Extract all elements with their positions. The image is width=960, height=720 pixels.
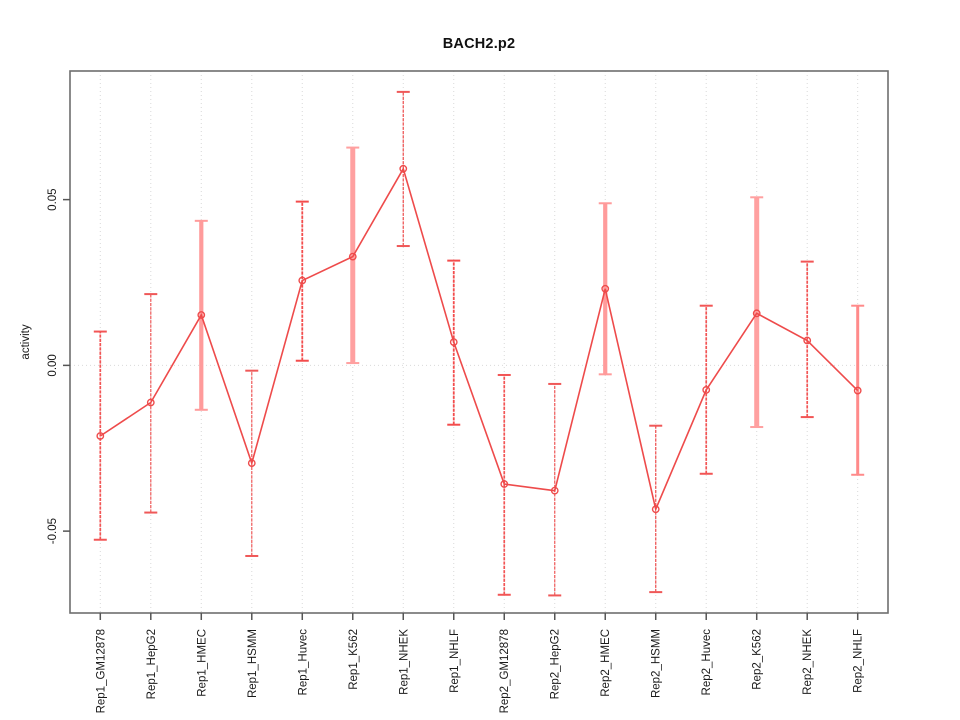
data-point [197, 311, 206, 319]
x-tick-label: Rep2_Huvec [701, 629, 713, 696]
x-tick-label: Rep1_HMEC [196, 629, 208, 697]
x-tick-label: Rep1_GM12878 [95, 629, 107, 713]
x-tick-label: Rep1_Huvec [297, 629, 309, 696]
data-point [752, 309, 761, 318]
data-point [651, 505, 660, 514]
series-line [99, 166, 859, 512]
x-tick-label: Rep1_NHLF [449, 629, 461, 693]
data-point [399, 164, 408, 173]
x-tick-label: Rep2_K562 [752, 629, 764, 690]
x-tick-label: Rep1_HepG2 [146, 629, 158, 699]
y-tick-label: 0.00 [47, 354, 59, 376]
data-point [550, 486, 559, 495]
x-tick-label: Rep2_NHLF [853, 629, 865, 693]
data-point [803, 336, 812, 345]
x-tick-label: Rep2_HepG2 [550, 629, 562, 699]
y-tick-label: 0.05 [47, 188, 59, 210]
data-point [348, 252, 357, 261]
data-point [146, 398, 155, 407]
data-point [449, 338, 458, 347]
x-tick-label: Rep2_NHEK [802, 629, 814, 695]
x-tick-label: Rep1_NHEK [398, 629, 410, 695]
x-tick-label: Rep2_HMEC [600, 629, 612, 697]
data-point [96, 432, 105, 440]
x-tick-label: Rep2_HSMM [651, 629, 663, 698]
data-point [247, 459, 256, 468]
x-tick-label: Rep2_GM12878 [499, 629, 511, 713]
data-point [601, 284, 610, 293]
data-point [298, 276, 307, 285]
y-tick-label: -0.05 [47, 518, 59, 544]
plot-title: BACH2.p2 [442, 36, 516, 52]
data-point [500, 480, 509, 488]
data-point [702, 386, 711, 394]
x-tick-label: Rep1_HSMM [247, 629, 259, 698]
plot-border [69, 70, 889, 614]
data-point [853, 386, 862, 395]
x-tick-label: Rep1_K562 [348, 629, 360, 690]
